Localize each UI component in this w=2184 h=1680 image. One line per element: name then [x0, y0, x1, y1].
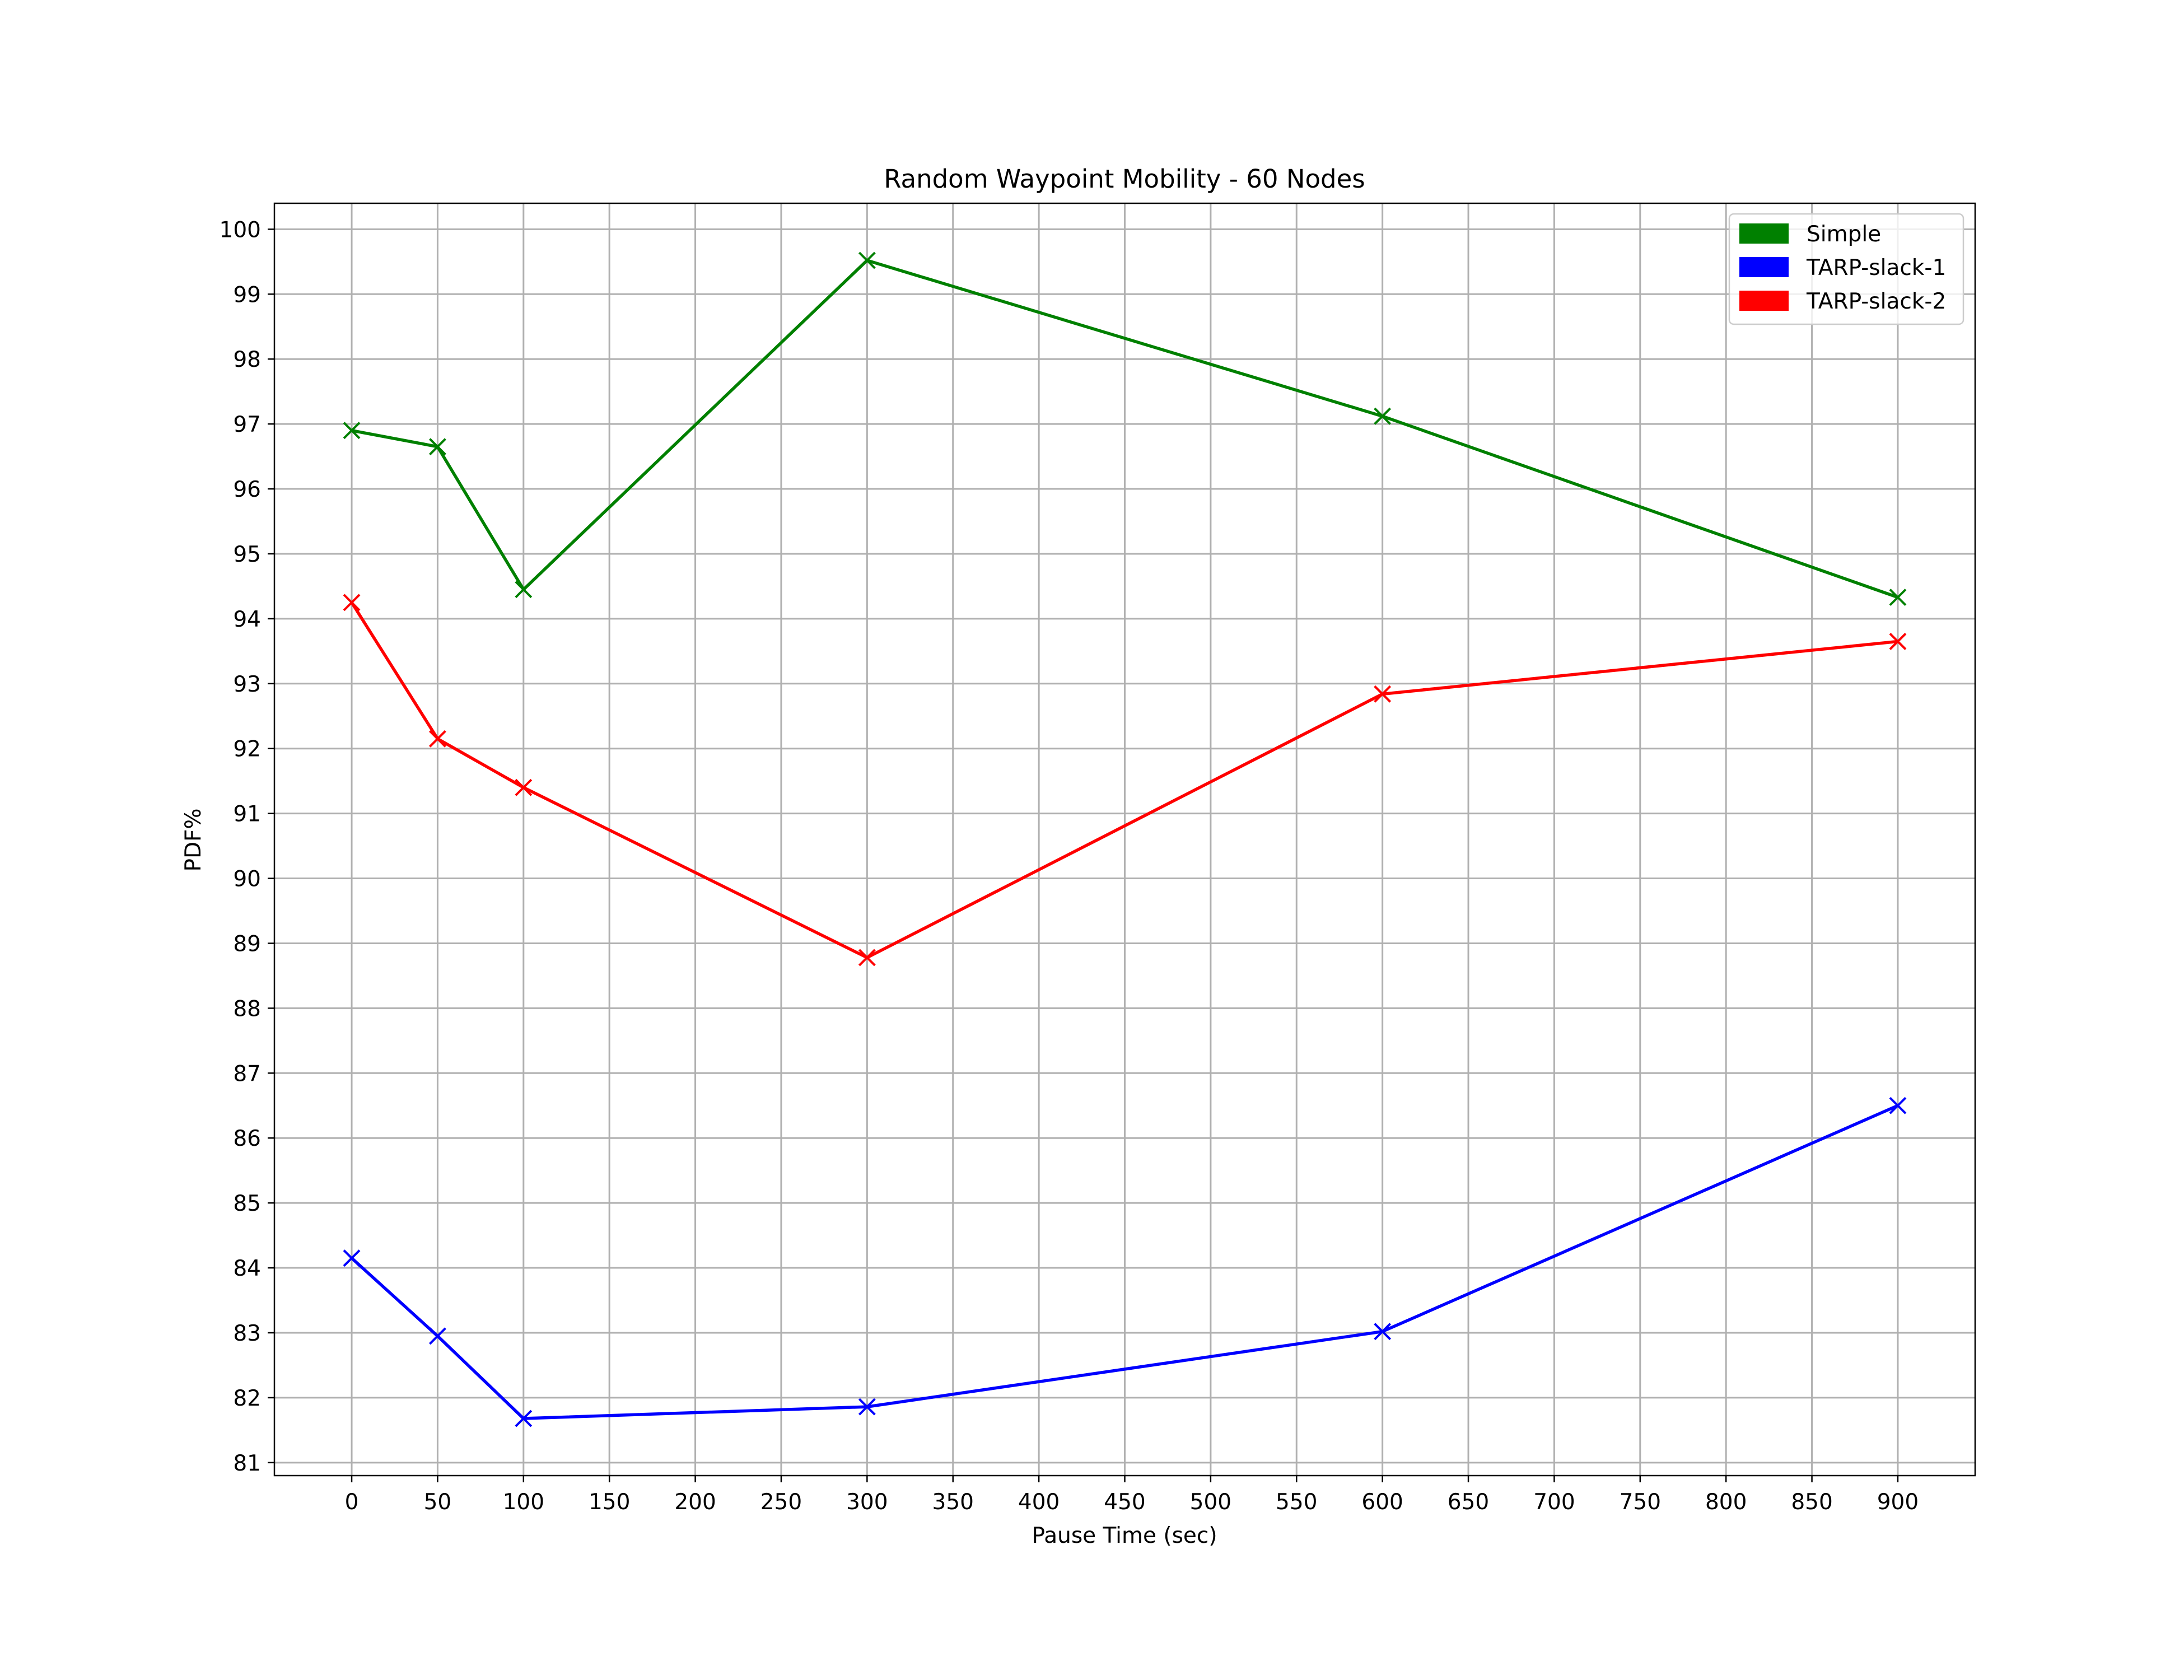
- series-tarp-slack-2: [343, 594, 1907, 967]
- y-tick-label: 87: [233, 1061, 261, 1086]
- y-tick-label: 88: [233, 996, 261, 1021]
- y-tick-label: 89: [233, 931, 261, 956]
- y-tick-label: 85: [233, 1191, 261, 1216]
- plot-frame: [273, 202, 1976, 1477]
- x-tick-label: 850: [1791, 1490, 1832, 1515]
- x-tick-label: 150: [589, 1490, 630, 1515]
- y-tick-label: 84: [233, 1256, 261, 1281]
- series-line-tarp-slack-1: [351, 1104, 1899, 1420]
- x-tick-label: 700: [1533, 1490, 1575, 1515]
- tick-layer: 0 50 100 150 200 250 300 350 400 450 500 550 600 650 7…: [220, 217, 1919, 1515]
- y-axis-label: PDF%: [181, 808, 206, 871]
- x-tick-label: 350: [932, 1490, 974, 1515]
- data-point-tarp-slack-1: [429, 1327, 446, 1345]
- series-simple: [343, 251, 1907, 606]
- y-tick-label: 93: [233, 672, 261, 697]
- data-point-tarp-slack-2: [343, 594, 361, 612]
- legend-swatch-tarp-slack-2: [1739, 291, 1789, 311]
- x-tick-label: 500: [1190, 1490, 1231, 1515]
- x-tick-label: 250: [760, 1490, 802, 1515]
- y-tick-label: 82: [233, 1386, 261, 1411]
- chart-title: Random Waypoint Mobility - 60 Nodes: [884, 164, 1365, 194]
- y-tick-label: 83: [233, 1321, 261, 1346]
- data-point-simple: [343, 422, 361, 440]
- x-tick-label: 750: [1620, 1490, 1661, 1515]
- data-point-tarp-slack-1: [343, 1249, 361, 1267]
- y-tick-label: 94: [233, 607, 261, 632]
- data-point-simple: [1374, 407, 1392, 425]
- x-tick-label: 200: [674, 1490, 716, 1515]
- y-tick-label: 97: [233, 412, 261, 437]
- data-point-simple: [1889, 589, 1907, 606]
- data-point-simple: [429, 438, 446, 456]
- data-point-tarp-slack-2: [1889, 633, 1907, 650]
- x-tick-label: 600: [1361, 1490, 1403, 1515]
- y-tick-label: 91: [233, 802, 261, 827]
- y-tick-label: 96: [233, 477, 261, 502]
- y-tick-label: 99: [233, 282, 261, 307]
- data-point-tarp-slack-1: [515, 1410, 533, 1427]
- data-point-tarp-slack-2: [858, 949, 876, 967]
- data-point-tarp-slack-1: [1889, 1096, 1907, 1114]
- data-point-tarp-slack-1: [1374, 1323, 1392, 1341]
- y-tick-label: 92: [233, 737, 261, 762]
- legend: Simple TARP-slack-1 TARP-slack-2: [1728, 213, 1964, 325]
- data-point-tarp-slack-2: [1374, 685, 1392, 703]
- x-tick-label: 100: [503, 1490, 544, 1515]
- legend-swatch-tarp-slack-1: [1739, 257, 1789, 277]
- series-line-tarp-slack-2: [350, 601, 1898, 959]
- series-line-simple: [351, 259, 1898, 599]
- legend-label-simple: Simple: [1807, 222, 1881, 247]
- y-tick-label: 98: [233, 347, 261, 372]
- legend-label-tarp-slack-1: TARP-slack-1: [1806, 255, 1946, 281]
- x-tick-label: 400: [1018, 1490, 1060, 1515]
- x-tick-label: 550: [1276, 1490, 1317, 1515]
- data-point-tarp-slack-2: [429, 730, 446, 748]
- x-tick-label: 650: [1448, 1490, 1489, 1515]
- x-tick-label: 300: [846, 1490, 888, 1515]
- x-tick-label: 450: [1104, 1490, 1145, 1515]
- grid-layer: [274, 203, 1975, 1476]
- legend-label-tarp-slack-2: TARP-slack-2: [1806, 289, 1946, 314]
- legend-swatch-simple: [1739, 223, 1789, 244]
- y-tick-label: 95: [233, 542, 261, 567]
- series-layer: [343, 251, 1907, 1427]
- x-tick-label: 0: [345, 1490, 359, 1515]
- data-point-simple: [515, 581, 533, 599]
- series-tarp-slack-1: [343, 1096, 1907, 1427]
- y-tick-label: 100: [220, 217, 261, 242]
- data-point-simple: [858, 251, 876, 269]
- x-axis-label: Pause Time (sec): [1032, 1523, 1217, 1548]
- data-point-tarp-slack-1: [858, 1398, 876, 1416]
- y-tick-label: 81: [233, 1451, 261, 1476]
- y-tick-label: 86: [233, 1126, 261, 1151]
- y-tick-label: 90: [233, 867, 261, 892]
- x-tick-label: 50: [424, 1490, 452, 1515]
- data-point-tarp-slack-2: [515, 778, 533, 796]
- x-tick-label: 800: [1705, 1490, 1747, 1515]
- x-tick-label: 900: [1877, 1490, 1919, 1515]
